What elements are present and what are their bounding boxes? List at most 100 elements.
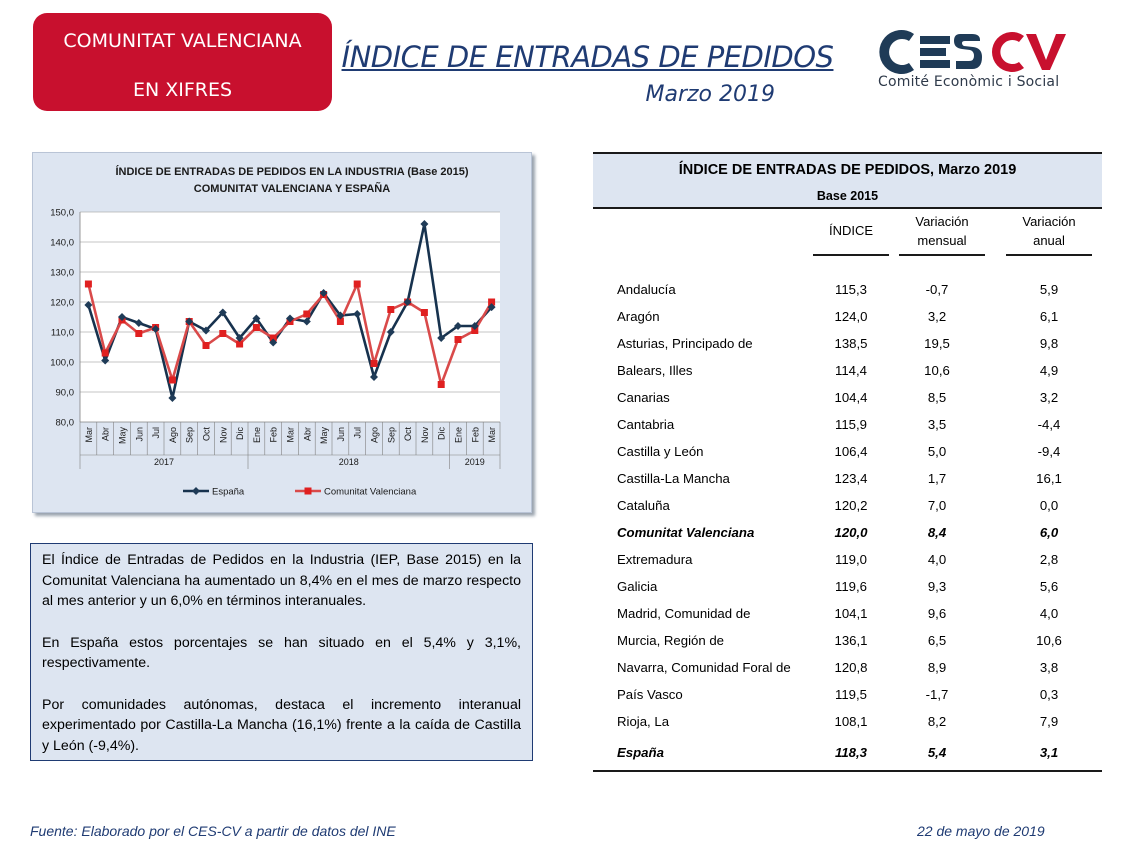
data-point bbox=[454, 322, 462, 330]
row-indice: 123,4 bbox=[834, 471, 868, 486]
column-header-label: mensual bbox=[917, 233, 967, 248]
x-tick-label: Jun bbox=[134, 427, 144, 442]
data-point bbox=[135, 330, 143, 337]
year-label: 2017 bbox=[154, 457, 174, 467]
row-indice: 119,0 bbox=[834, 552, 868, 567]
row-indice: 115,3 bbox=[834, 282, 868, 297]
row-anual: 7,9 bbox=[1039, 714, 1059, 729]
y-tick-label: 140,0 bbox=[50, 238, 74, 249]
row-anual: 0,0 bbox=[1039, 498, 1059, 513]
data-point bbox=[269, 334, 277, 342]
row-mensual: 8,2 bbox=[927, 714, 947, 729]
y-tick-label: 80,0 bbox=[56, 418, 75, 429]
row-mensual: -0,7 bbox=[925, 282, 949, 297]
row-indice: 114,4 bbox=[834, 363, 868, 378]
table-row: Andalucía 115,3 -0,7 5,9 bbox=[593, 276, 1102, 303]
data-point bbox=[185, 317, 194, 326]
row-name: Galicia bbox=[617, 579, 658, 594]
x-tick-label: Nov bbox=[420, 427, 430, 444]
data-point bbox=[286, 314, 294, 323]
x-tick-label: Abr bbox=[101, 427, 111, 441]
table-row: Murcia, Región de 136,1 6,5 10,6 bbox=[593, 627, 1102, 654]
row-indice: 108,1 bbox=[834, 714, 868, 729]
table-row: Aragón 124,0 3,2 6,1 bbox=[593, 303, 1102, 330]
chart-subtitle: COMUNITAT VALENCIANA Y ESPAÑA bbox=[194, 182, 390, 195]
table-base: Base 2015 bbox=[816, 189, 879, 203]
data-point bbox=[471, 327, 479, 334]
row-anual: 10,6 bbox=[1036, 633, 1062, 648]
row-name: Extremadura bbox=[617, 552, 693, 567]
data-point bbox=[151, 325, 160, 333]
data-point bbox=[353, 280, 361, 288]
row-anual: 5,9 bbox=[1039, 282, 1059, 297]
footer-source: Fuente: Elaborado por el CES-CV a partir… bbox=[30, 823, 396, 839]
column-header-anual: Variación anual bbox=[1006, 214, 1092, 256]
table-row: Canarias 104,4 8,5 3,2 bbox=[593, 384, 1102, 411]
row-mensual: 8,9 bbox=[927, 660, 947, 675]
x-tick-label: Feb bbox=[470, 427, 480, 443]
row-anual: 6,0 bbox=[1039, 525, 1059, 540]
x-tick-label: Nov bbox=[218, 427, 228, 444]
x-tick-label: Ene bbox=[454, 427, 464, 443]
row-mensual: 1,7 bbox=[927, 471, 947, 486]
data-point bbox=[218, 308, 227, 317]
column-headers: ÍNDICE Variación mensual Variación anual bbox=[593, 209, 1102, 269]
x-tick-label: Mar bbox=[487, 427, 497, 443]
x-tick-label: May bbox=[319, 427, 329, 445]
row-name: Navarra, Comunidad Foral de bbox=[617, 660, 791, 675]
x-tick-label: Jun bbox=[336, 427, 346, 442]
section-badge: COMUNITAT VALENCIANA EN XIFRES bbox=[33, 13, 332, 111]
data-point bbox=[370, 360, 378, 367]
row-anual: 4,9 bbox=[1039, 363, 1059, 378]
data-point bbox=[386, 328, 395, 336]
data-point bbox=[437, 381, 445, 388]
table-row: Cataluña 120,2 7,0 0,0 bbox=[593, 492, 1102, 519]
row-anual: 5,6 bbox=[1039, 579, 1059, 594]
data-point bbox=[101, 356, 110, 365]
x-tick-label: Mar bbox=[286, 427, 296, 443]
data-point bbox=[252, 314, 261, 323]
row-indice: 120,8 bbox=[834, 660, 868, 675]
row-name: Castilla-La Mancha bbox=[617, 471, 730, 486]
row-anual: 4,0 bbox=[1039, 606, 1059, 621]
x-tick-label: Oct bbox=[202, 427, 212, 442]
row-indice: 124,0 bbox=[834, 309, 868, 324]
year-label: 2019 bbox=[465, 457, 485, 467]
y-tick-label: 90,0 bbox=[56, 388, 75, 399]
row-mensual: 8,4 bbox=[927, 525, 947, 540]
data-point bbox=[319, 289, 328, 297]
table-row: Navarra, Comunidad Foral de 120,8 8,9 3,8 bbox=[593, 654, 1102, 681]
data-point bbox=[336, 311, 345, 320]
table-row: Cantabria 115,9 3,5 -4,4 bbox=[593, 411, 1102, 438]
column-header-label: Variación bbox=[1022, 214, 1076, 229]
x-tick-label: Abr bbox=[302, 427, 312, 441]
data-point bbox=[101, 349, 109, 357]
x-tick-label: Feb bbox=[269, 427, 279, 443]
table-row: Madrid, Comunidad de 104,1 9,6 4,0 bbox=[593, 600, 1102, 627]
row-anual: 2,8 bbox=[1039, 552, 1059, 567]
row-name: Castilla y León bbox=[617, 444, 704, 459]
table-row: Asturias, Principado de 138,5 19,5 9,8 bbox=[593, 330, 1102, 357]
data-point bbox=[303, 310, 311, 318]
row-anual: 3,8 bbox=[1039, 660, 1059, 675]
data-point bbox=[236, 340, 244, 348]
row-mensual: 6,5 bbox=[927, 633, 947, 648]
table-row-total: España 118,3 5,4 3,1 bbox=[593, 739, 1102, 772]
data-point bbox=[168, 394, 177, 402]
data-point bbox=[134, 319, 143, 327]
y-tick-label: 130,0 bbox=[50, 268, 74, 279]
row-anual: 3,2 bbox=[1039, 390, 1059, 405]
data-point bbox=[403, 298, 412, 306]
table-row: País Vasco 119,5 -1,7 0,3 bbox=[593, 681, 1102, 708]
row-indice: 119,5 bbox=[834, 687, 868, 702]
table-row: Balears, Illes 114,4 10,6 4,9 bbox=[593, 357, 1102, 384]
data-point bbox=[420, 220, 429, 228]
line-chart: ÍNDICE DE ENTRADAS DE PEDIDOS EN LA INDU… bbox=[50, 165, 501, 498]
row-anual: -9,4 bbox=[1037, 444, 1061, 459]
row-indice: 106,4 bbox=[834, 444, 868, 459]
column-header-mensual: Variación mensual bbox=[899, 214, 985, 256]
y-tick-label: 150,0 bbox=[50, 208, 74, 219]
x-tick-label: Sep bbox=[386, 427, 396, 443]
y-tick-label: 110,0 bbox=[51, 328, 74, 339]
row-mensual: 3,5 bbox=[927, 417, 947, 432]
